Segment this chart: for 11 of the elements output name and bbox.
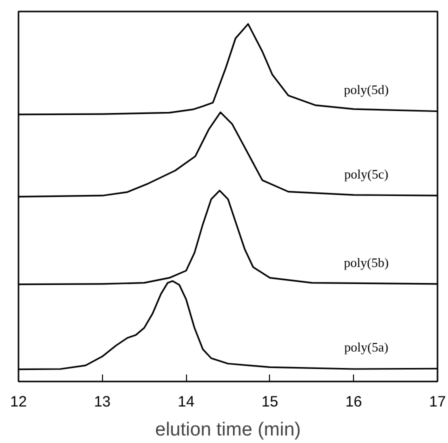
x-tick-label: 12 xyxy=(10,394,27,410)
x-axis-title: elution time (min) xyxy=(155,420,301,440)
x-tick-label: 14 xyxy=(178,394,194,410)
x-tick-label: 16 xyxy=(345,394,362,410)
series-label: poly(5b) xyxy=(344,254,389,270)
series-label: poly(5d) xyxy=(344,82,389,98)
x-tick-label: 13 xyxy=(94,394,111,410)
x-tick-label: 17 xyxy=(429,394,446,410)
series-label: poly(5a) xyxy=(344,340,388,355)
series-label: poly(5c) xyxy=(344,166,388,182)
x-tick-label: 15 xyxy=(262,394,278,410)
